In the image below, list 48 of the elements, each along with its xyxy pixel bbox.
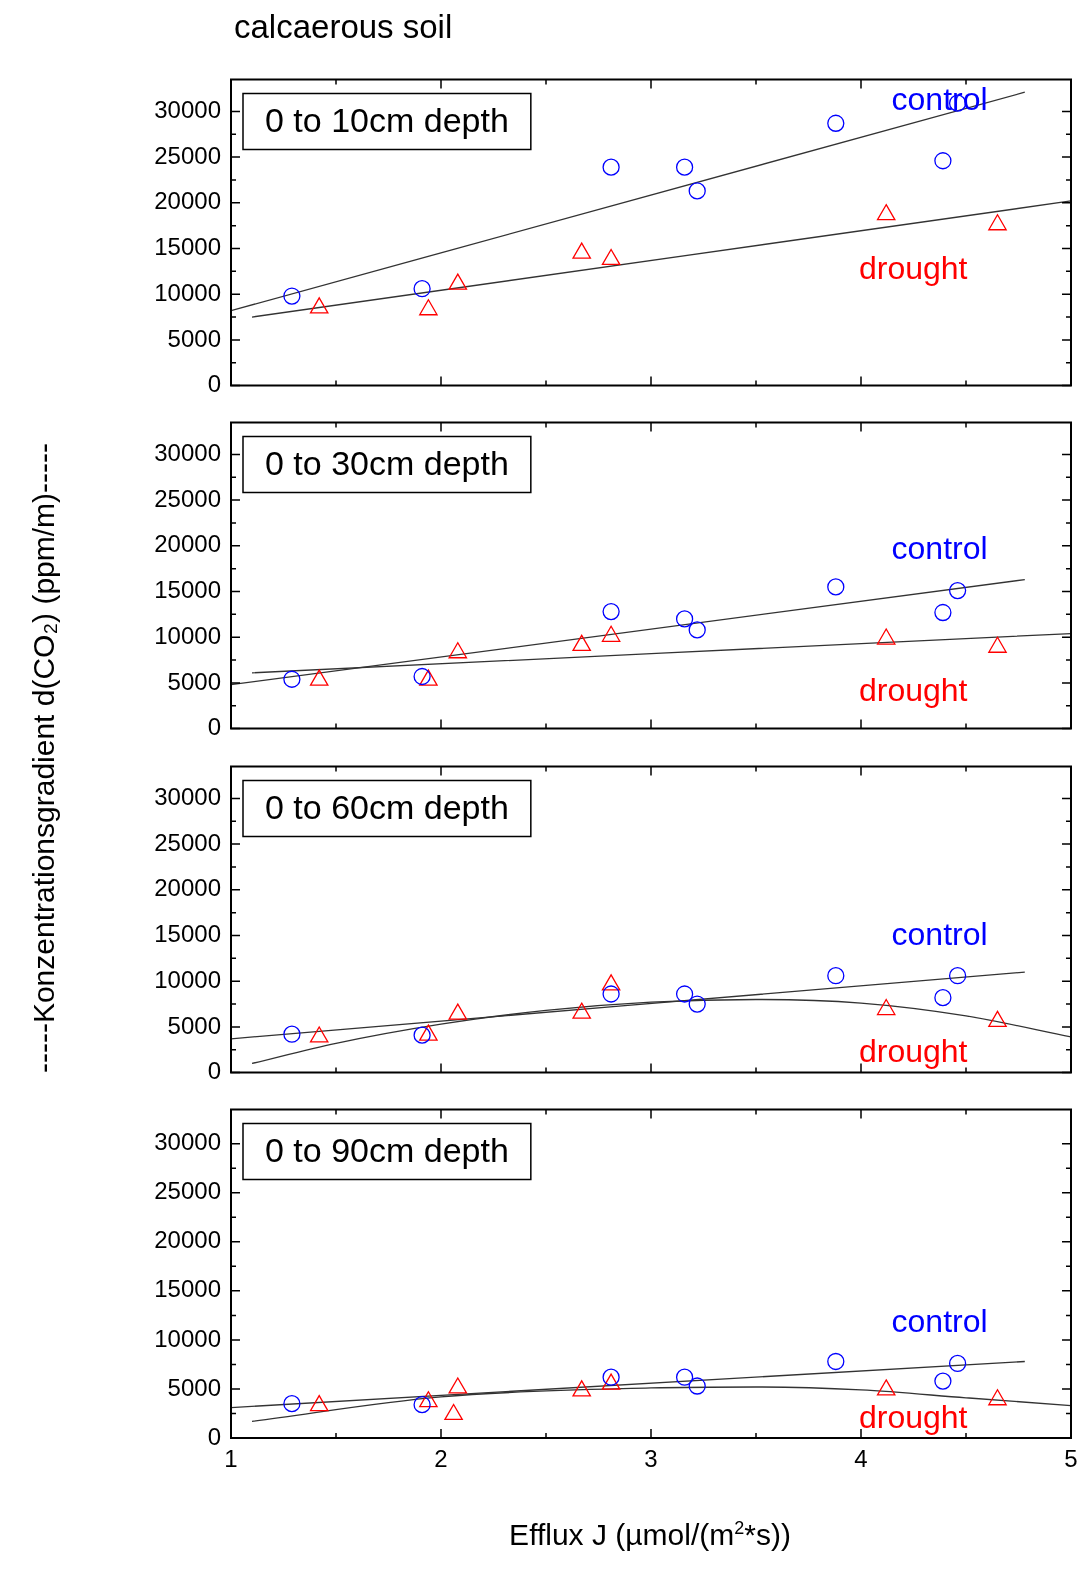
series-label: control <box>891 81 988 118</box>
y-tick-label: 5000 <box>167 1373 221 1401</box>
y-tick-label: 25000 <box>154 828 221 856</box>
y-tick-label: 15000 <box>154 1275 221 1303</box>
y-tick-label: 0 <box>207 713 221 741</box>
x-tick-label: 4 <box>854 1445 868 1473</box>
y-tick-label: 10000 <box>154 965 221 993</box>
y-tick-label: 10000 <box>154 621 221 649</box>
y-tick-label: 10000 <box>154 1324 221 1352</box>
x-tick-label: 5 <box>1064 1445 1078 1473</box>
y-tick-label: 30000 <box>154 783 221 811</box>
y-tick-label: 30000 <box>154 439 221 467</box>
y-tick-label: 5000 <box>167 1011 221 1039</box>
y-tick-label: 20000 <box>154 187 221 215</box>
y-tick-label: 20000 <box>154 1226 221 1254</box>
series-label: control <box>891 530 988 567</box>
y-tick-label: 25000 <box>154 484 221 512</box>
x-tick-label: 1 <box>224 1445 238 1473</box>
y-tick-label: 0 <box>207 1057 221 1085</box>
series-label: control <box>891 1303 988 1340</box>
y-tick-label: 10000 <box>154 278 221 306</box>
y-tick-label: 25000 <box>154 1177 221 1205</box>
y-tick-label: 25000 <box>154 141 221 169</box>
y-tick-label: 20000 <box>154 874 221 902</box>
y-tick-label: 20000 <box>154 530 221 558</box>
annotation: 0 to 90cm depth <box>265 1130 509 1169</box>
y-tick-label: 30000 <box>154 96 221 124</box>
series-label: control <box>891 915 988 952</box>
annotation: 0 to 10cm depth <box>265 100 509 139</box>
y-tick-label: 15000 <box>154 920 221 948</box>
series-label: drought <box>858 1398 968 1435</box>
x-axis-title: Efflux J (µmol/(m$^{2}$*s)) <box>509 1518 791 1552</box>
series-label: drought <box>858 249 968 286</box>
y-tick-label: 5000 <box>167 324 221 352</box>
y-tick-label: 5000 <box>167 667 221 695</box>
x-tick-label: 3 <box>644 1445 658 1473</box>
y-tick-label: 15000 <box>154 576 221 604</box>
series-label: drought <box>858 672 968 709</box>
annotation: 0 to 60cm depth <box>265 787 509 826</box>
y-tick-label: 30000 <box>154 1128 221 1156</box>
y-tick-label: 0 <box>207 1422 221 1450</box>
y-axis-title: -----Konzentrationsgradient d(CO₂) (ppm/m)----- <box>27 442 61 1074</box>
y-tick-label: 15000 <box>154 233 221 261</box>
chart-title: calcaerous soil <box>234 8 453 46</box>
y-tick-label: 0 <box>207 370 221 398</box>
x-tick-label: 2 <box>434 1445 448 1473</box>
series-label: drought <box>858 1033 968 1070</box>
annotation: 0 to 30cm depth <box>265 443 509 482</box>
